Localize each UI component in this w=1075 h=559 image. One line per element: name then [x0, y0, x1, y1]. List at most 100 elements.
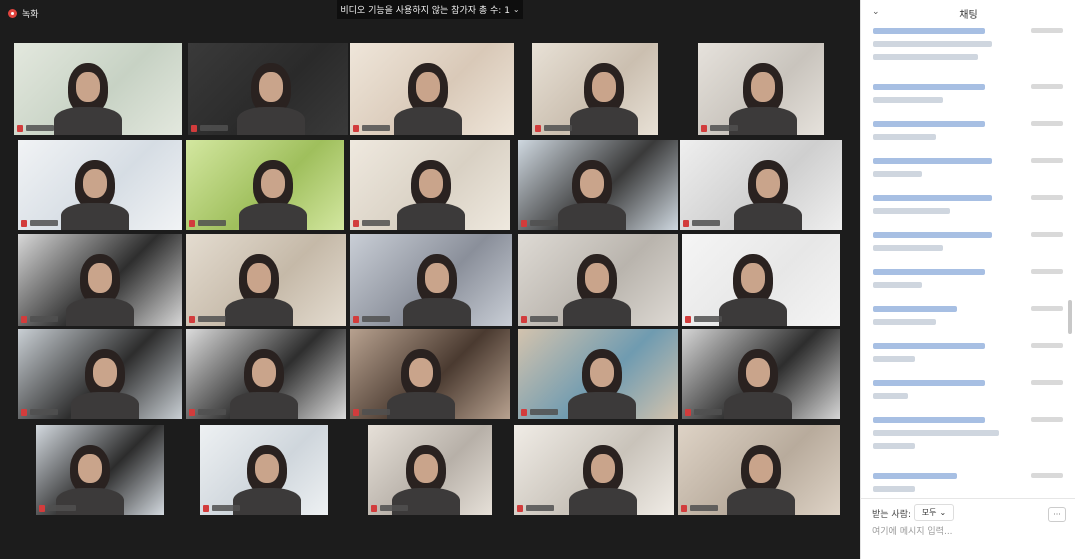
message-timestamp-redacted — [1031, 121, 1063, 126]
participant-name-redacted — [690, 505, 718, 511]
message-timestamp-redacted — [1031, 343, 1063, 348]
participant-body — [71, 392, 139, 419]
mic-muted-icon — [191, 124, 197, 132]
participant-tile[interactable] — [518, 234, 678, 326]
participant-face — [83, 168, 107, 198]
chat-message — [873, 121, 1063, 147]
participant-name-redacted — [692, 220, 720, 226]
message-sender-redacted — [873, 121, 985, 127]
participant-body — [66, 298, 134, 326]
participant-tile[interactable] — [186, 140, 344, 230]
participant-tile[interactable] — [350, 43, 514, 135]
message-sender-redacted — [873, 195, 992, 201]
participant-face — [259, 72, 283, 102]
participant-tile[interactable] — [186, 234, 346, 326]
participant-name-bar — [39, 504, 76, 512]
participant-tile[interactable] — [18, 329, 182, 419]
participant-tile[interactable] — [678, 425, 840, 515]
participant-face — [88, 263, 112, 293]
participant-tile[interactable] — [186, 329, 346, 419]
participant-tile[interactable] — [682, 234, 840, 326]
participant-name-redacted — [48, 505, 76, 511]
participant-tile[interactable] — [18, 234, 182, 326]
participant-tile[interactable] — [200, 425, 328, 515]
participant-tile[interactable] — [698, 43, 824, 135]
participant-tile[interactable] — [514, 425, 674, 515]
participant-name-bar — [21, 408, 58, 416]
mic-muted-icon — [371, 504, 377, 512]
participant-name-redacted — [30, 316, 58, 322]
message-sender-redacted — [873, 306, 957, 312]
participant-face — [741, 263, 765, 293]
participant-tile[interactable] — [368, 425, 492, 515]
participant-tile[interactable] — [350, 329, 510, 419]
message-timestamp-redacted — [1031, 28, 1063, 33]
message-text-redacted — [873, 171, 922, 177]
recipient-select[interactable]: 모두 ⌄ — [914, 504, 954, 521]
chat-message-list[interactable] — [861, 26, 1066, 496]
chat-message-input[interactable] — [870, 523, 1064, 541]
more-options-button[interactable]: ··· — [1048, 507, 1066, 522]
message-text-redacted — [873, 282, 922, 288]
participant-face — [419, 168, 443, 198]
participant-body — [239, 203, 307, 230]
participant-body — [719, 298, 787, 326]
participant-tile[interactable] — [36, 425, 164, 515]
banner-text: 비디오 기능을 사용하지 않는 참가자 총 수: 1 — [340, 6, 510, 16]
participant-name-redacted — [30, 220, 58, 226]
participant-name-bar — [683, 219, 720, 227]
participant-tile[interactable] — [350, 140, 510, 230]
participant-tile[interactable] — [350, 234, 512, 326]
participant-name-bar — [353, 408, 390, 416]
chat-message — [873, 343, 1063, 369]
mic-muted-icon — [521, 408, 527, 416]
mic-muted-icon — [701, 124, 707, 132]
chat-scrollbar[interactable] — [1068, 300, 1072, 334]
participant-face — [78, 453, 102, 483]
participant-name-redacted — [212, 505, 240, 511]
participant-tile[interactable] — [14, 43, 182, 135]
message-sender-redacted — [873, 380, 985, 386]
participant-body — [397, 203, 465, 230]
participant-tile[interactable] — [188, 43, 348, 135]
participant-name-redacted — [544, 125, 572, 131]
non-video-participants-banner[interactable]: 비디오 기능을 사용하지 않는 참가자 총 수: 1 ⌄ — [337, 0, 523, 19]
participant-tile[interactable] — [18, 140, 182, 230]
participant-body — [558, 203, 626, 230]
participant-name-redacted — [362, 125, 390, 131]
participant-name-bar — [681, 504, 718, 512]
mic-muted-icon — [21, 408, 27, 416]
participant-tile[interactable] — [532, 43, 658, 135]
participant-body — [387, 392, 455, 419]
participant-face — [590, 357, 614, 387]
participant-face — [247, 263, 271, 293]
collapse-chevron-icon[interactable]: ⌄ — [872, 7, 880, 17]
participant-body — [61, 203, 129, 230]
participant-face — [592, 72, 616, 102]
mic-muted-icon — [353, 315, 359, 323]
chat-message — [873, 195, 1063, 221]
message-text-redacted — [873, 97, 943, 103]
participant-name-bar — [685, 408, 722, 416]
participant-face — [585, 263, 609, 293]
mic-muted-icon — [353, 219, 359, 227]
message-sender-redacted — [873, 232, 992, 238]
participant-name-redacted — [526, 505, 554, 511]
participant-tile[interactable] — [680, 140, 842, 230]
chat-header: ⌄ 채팅 — [861, 0, 1075, 26]
message-sender-redacted — [873, 417, 985, 423]
mic-muted-icon — [535, 124, 541, 132]
participant-body — [233, 488, 301, 515]
participant-tile[interactable] — [518, 329, 678, 419]
chat-title: 채팅 — [959, 9, 978, 21]
participant-tile[interactable] — [682, 329, 840, 419]
message-timestamp-redacted — [1031, 306, 1063, 311]
mic-muted-icon — [353, 124, 359, 132]
mic-muted-icon — [21, 219, 27, 227]
recording-indicator[interactable]: 녹화 — [8, 6, 39, 20]
chevron-down-icon: ⌄ — [512, 5, 520, 14]
participant-name-bar — [353, 219, 390, 227]
record-icon — [8, 8, 17, 18]
participant-tile[interactable] — [518, 140, 678, 230]
participant-face — [425, 263, 449, 293]
